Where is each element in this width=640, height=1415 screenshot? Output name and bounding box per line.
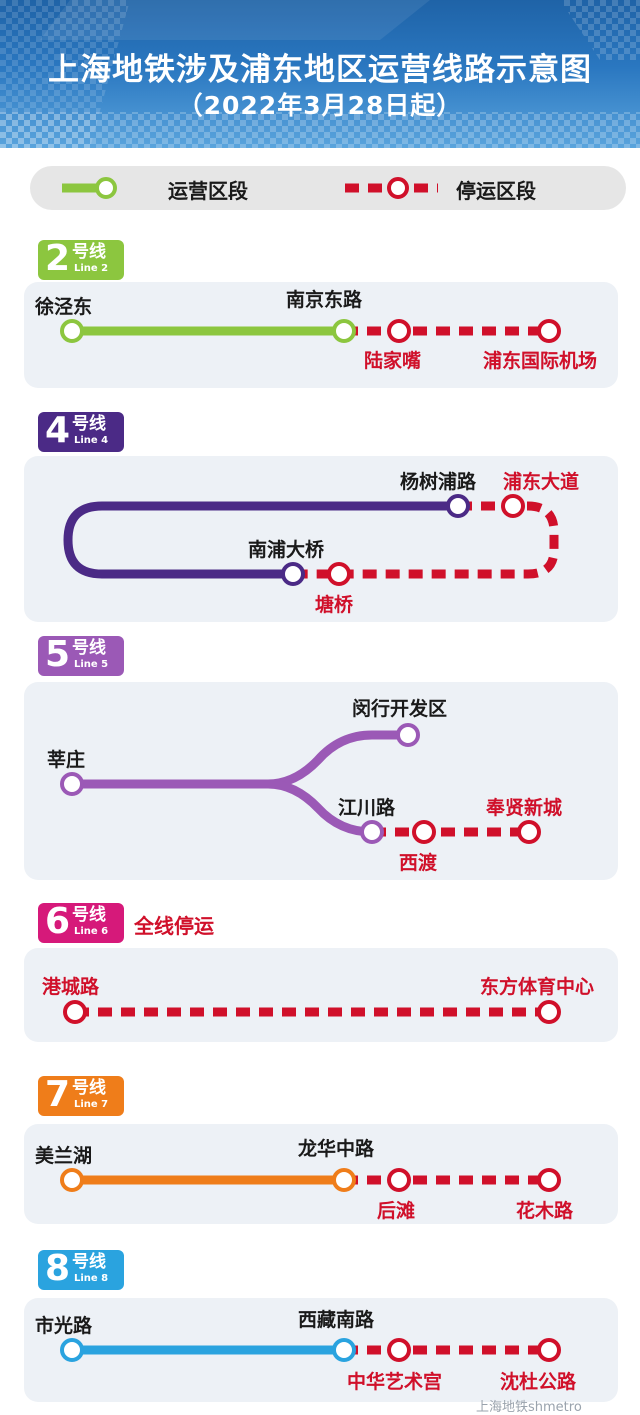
page-title: 上海地铁涉及浦东地区运营线路示意图 — [48, 52, 592, 88]
station-circle-xinzhuang — [60, 772, 84, 796]
legend-running-station — [95, 177, 117, 199]
line4-number: 4 — [45, 410, 71, 451]
station-label-yangshupulu: 杨树浦路 — [400, 470, 477, 493]
station-circle-nanpudaqiao — [281, 562, 305, 586]
line2-english: Line 2 — [74, 263, 109, 274]
station-label-huamulu: 花木路 — [516, 1199, 574, 1222]
station-label-shiguanglu: 市光路 — [35, 1314, 93, 1337]
station-circle-houtan — [387, 1168, 411, 1192]
station-label-xizangnanlu: 西藏南路 — [298, 1308, 375, 1331]
station-circle-gangchenglu — [63, 1000, 87, 1024]
line6-number: 6 — [45, 901, 71, 942]
station-circle-shiguanglu — [60, 1338, 84, 1362]
legend-bar: 运营区段 停运区段 — [30, 166, 626, 210]
station-circle-longhuazhonglu — [332, 1168, 356, 1192]
line7-number: 7 — [45, 1074, 71, 1115]
station-label-xidu: 西渡 — [399, 851, 438, 874]
line4-badge: 4 号线 Line 4 — [38, 410, 124, 452]
station-circle-meilanhu — [60, 1168, 84, 1192]
station-label-pudongdadao: 浦东大道 — [503, 470, 579, 493]
line8-hao: 号线 — [72, 1252, 106, 1272]
line5-number: 5 — [45, 634, 71, 675]
station-label-longhuazhonglu: 龙华中路 — [298, 1137, 375, 1160]
line6-badge: 6 号线 Line 6 — [38, 901, 124, 943]
station-label-lujiazui: 陆家嘴 — [364, 349, 421, 372]
watermark: 上海地铁shmetro — [476, 1400, 582, 1415]
station-label-shendugonglu: 沈杜公路 — [500, 1370, 577, 1393]
station-label-nanjingdonglu: 南京东路 — [286, 288, 363, 311]
station-circle-china-art-museum — [387, 1338, 411, 1362]
station-circle-minhang-kaifaqu — [396, 723, 420, 747]
legend-suspended-label: 停运区段 — [456, 179, 536, 203]
line2-badge: 2 号线 Line 2 — [38, 238, 124, 280]
page-subtitle: （2022年3月28日起） — [177, 91, 463, 120]
line8-number: 8 — [45, 1248, 71, 1289]
station-circle-pudong-airport — [537, 319, 561, 343]
station-label-nanpudaqiao: 南浦大桥 — [248, 538, 325, 561]
line6-note: 全线停运 — [134, 914, 214, 938]
station-circle-dongfang-sports-center — [537, 1000, 561, 1024]
station-label-xinzhuang: 莘庄 — [47, 748, 85, 771]
header-banner: 上海地铁涉及浦东地区运营线路示意图 （2022年3月28日起） — [0, 0, 640, 148]
line6-english: Line 6 — [74, 926, 109, 937]
line5-hao: 号线 — [72, 638, 106, 658]
station-label-xujingdong: 徐泾东 — [34, 295, 92, 318]
line4-hao: 号线 — [72, 414, 106, 434]
station-circle-huamulu — [537, 1168, 561, 1192]
station-circle-xizangnanlu — [332, 1338, 356, 1362]
station-circle-nanjingdonglu — [332, 319, 356, 343]
line4-panel — [24, 456, 618, 622]
station-circle-tangqiao — [327, 562, 351, 586]
station-circle-pudongdadao — [501, 494, 525, 518]
station-label-jiangchuanlu: 江川路 — [338, 796, 396, 819]
line8-english: Line 8 — [74, 1273, 109, 1284]
line5-lower-branch-track — [267, 779, 373, 837]
line2-number: 2 — [45, 238, 71, 279]
station-circle-xujingdong — [60, 319, 84, 343]
legend-running-label: 运营区段 — [168, 179, 248, 203]
station-label-houtan: 后滩 — [377, 1199, 415, 1222]
line6-hao: 号线 — [72, 905, 106, 925]
station-label-meilanhu: 美兰湖 — [35, 1144, 92, 1167]
line4-running-track — [63, 501, 458, 579]
station-circle-jiangchuanlu — [360, 820, 384, 844]
station-label-minhang-kaifaqu: 闵行开发区 — [352, 697, 447, 720]
line7-english: Line 7 — [74, 1099, 109, 1110]
station-circle-xidu — [412, 820, 436, 844]
line5-english: Line 5 — [74, 659, 109, 670]
line4-english: Line 4 — [74, 435, 109, 446]
legend-suspended-station — [387, 177, 409, 199]
station-label-gangchenglu: 港城路 — [42, 975, 100, 998]
station-label-fengxianxincheng: 奉贤新城 — [485, 796, 562, 819]
station-label-china-art-museum: 中华艺术宫 — [347, 1370, 442, 1393]
line2-hao: 号线 — [72, 242, 106, 262]
station-label-tangqiao: 塘桥 — [315, 593, 354, 616]
station-circle-lujiazui — [387, 319, 411, 343]
line5-upper-branch-track — [72, 730, 408, 789]
line6-panel — [24, 948, 618, 1042]
line5-badge: 5 号线 Line 5 — [38, 634, 124, 676]
line8-badge: 8 号线 Line 8 — [38, 1248, 124, 1290]
header-checker-pattern — [0, 0, 640, 148]
station-label-pudong-airport: 浦东国际机场 — [483, 349, 597, 372]
line7-hao: 号线 — [72, 1078, 106, 1098]
station-label-dongfang-sports-center: 东方体育中心 — [480, 975, 594, 998]
station-circle-yangshupulu — [446, 494, 470, 518]
line7-panel — [24, 1124, 618, 1224]
line4-suspended-track — [293, 501, 559, 579]
line7-badge: 7 号线 Line 7 — [38, 1074, 124, 1116]
station-circle-shendugonglu — [537, 1338, 561, 1362]
station-circle-fengxianxincheng — [517, 820, 541, 844]
